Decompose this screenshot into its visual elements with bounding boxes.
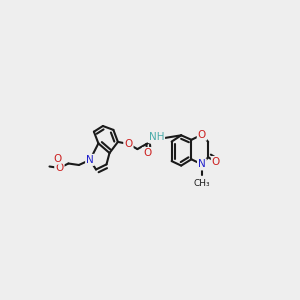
- Text: NH: NH: [148, 132, 164, 142]
- Text: O: O: [143, 148, 151, 158]
- Text: O: O: [212, 157, 220, 167]
- Text: N: N: [198, 159, 206, 170]
- Text: O: O: [124, 139, 133, 149]
- Text: O: O: [198, 130, 206, 140]
- Text: CH₃: CH₃: [194, 178, 210, 188]
- Text: O: O: [53, 154, 61, 164]
- Text: O: O: [55, 163, 64, 173]
- Text: N: N: [86, 155, 94, 165]
